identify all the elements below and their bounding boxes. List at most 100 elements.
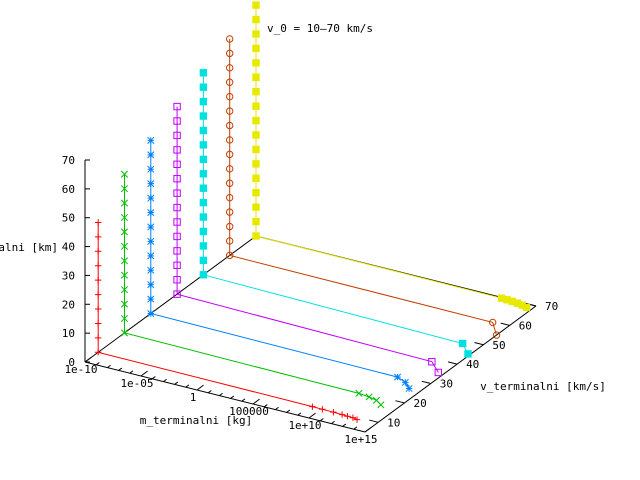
data-point (199, 69, 208, 77)
data-point (225, 35, 234, 43)
series-60 (225, 35, 501, 339)
data-point (488, 318, 497, 327)
data-point (94, 334, 102, 342)
data-point (147, 223, 155, 231)
data-point (319, 406, 326, 413)
data-point (252, 145, 260, 154)
z-tick-label: 20 (62, 298, 75, 311)
x-minor-tick (95, 362, 100, 366)
data-point (94, 248, 102, 255)
y-tick-label: 30 (440, 378, 453, 391)
data-point (147, 309, 155, 318)
data-point (225, 64, 234, 72)
data-point (199, 256, 208, 265)
data-point (252, 73, 260, 81)
data-point (405, 384, 413, 393)
y-tick-mark (421, 380, 431, 385)
x-tick-label: 1 (190, 391, 197, 404)
x-tick-mark (252, 398, 260, 405)
series-line (124, 174, 382, 406)
x-minor-tick (230, 395, 235, 399)
y-tick-mark (447, 361, 458, 365)
data-point (199, 213, 208, 221)
data-point (120, 199, 129, 207)
series-line (255, 5, 527, 308)
data-point (344, 412, 351, 420)
x-minor-tick (342, 423, 347, 427)
x-tick-label: 1e-10 (64, 363, 97, 376)
x-minor-tick (319, 418, 324, 422)
series-30 (147, 136, 413, 393)
x-tick-mark (140, 370, 148, 377)
z-tick-label: 40 (62, 241, 75, 254)
data-point (173, 203, 181, 212)
data-point (225, 165, 234, 173)
data-point (252, 59, 260, 67)
data-point (428, 358, 436, 366)
data-point (355, 389, 363, 397)
z-tick-label: 50 (62, 212, 75, 225)
data-point (173, 175, 181, 183)
data-point (173, 102, 181, 111)
y-tick-mark (395, 400, 405, 404)
y-tick-mark (474, 342, 484, 346)
data-point (225, 251, 234, 260)
data-point (94, 305, 102, 313)
data-point (252, 1, 260, 9)
x-minor-tick (353, 426, 358, 430)
series-layer (94, 1, 531, 423)
data-point (94, 219, 102, 226)
data-point (173, 117, 181, 125)
data-point (120, 228, 129, 236)
data-point (497, 294, 506, 302)
data-point (147, 237, 155, 245)
x-minor-tick (297, 412, 302, 416)
data-point (147, 266, 155, 274)
data-point (225, 208, 234, 216)
data-point (199, 155, 208, 164)
y-tick-label: 40 (466, 358, 479, 371)
data-point (252, 30, 260, 38)
data-point (94, 349, 102, 356)
data-point (147, 295, 155, 303)
data-point (147, 252, 155, 260)
x-minor-tick (207, 390, 212, 394)
data-point (225, 237, 234, 245)
axes-frame (84, 160, 537, 433)
data-point (252, 116, 260, 125)
x-axis-label: m_terminalni [kg] (140, 414, 253, 427)
y-tick-label: 50 (492, 339, 505, 352)
x-tick-mark (308, 412, 316, 419)
data-point (225, 179, 234, 187)
data-point (173, 290, 181, 298)
data-point (225, 92, 234, 101)
data-point (147, 208, 155, 217)
x-tick-label: 1e+15 (344, 433, 377, 446)
series-50 (199, 69, 472, 358)
data-point (94, 320, 102, 327)
x-minor-tick (118, 367, 123, 371)
x-minor-tick (107, 364, 111, 369)
x-minor-tick (275, 406, 279, 411)
data-point (94, 233, 102, 241)
data-point (173, 218, 181, 226)
data-point (330, 408, 337, 416)
data-point (225, 222, 234, 231)
data-point (199, 126, 208, 135)
data-point (120, 185, 129, 193)
data-point (120, 286, 129, 294)
x-minor-tick (185, 384, 190, 388)
x-minor-tick (174, 381, 179, 385)
data-point (147, 180, 155, 188)
data-point (173, 146, 181, 154)
data-point (120, 257, 129, 265)
data-point (434, 368, 443, 377)
z-tick-label: 70 (62, 154, 75, 167)
axis-frame-edge (84, 361, 366, 433)
data-point (225, 78, 234, 86)
data-point (147, 165, 155, 173)
series-line (150, 140, 410, 389)
z-tick-label: 30 (62, 269, 75, 282)
series-line (176, 106, 439, 373)
